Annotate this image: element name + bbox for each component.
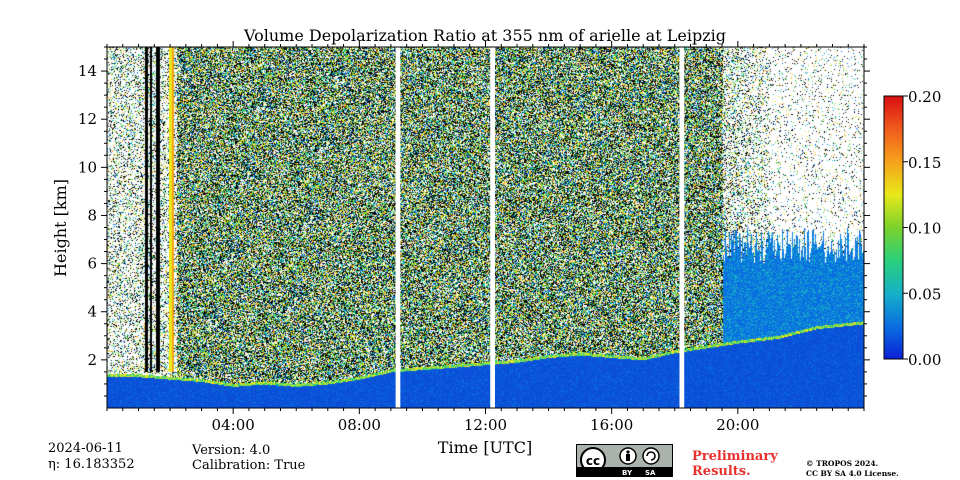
by-label: BY [622,469,633,477]
measurement-date: 2024-06-11 [48,441,123,456]
copyright-notice: © TROPOS 2024. CC BY SA 4.0 License. [806,459,899,479]
x-tick-label: 08:00 [338,416,381,434]
plot-area [106,46,865,409]
y-axis: 2 4 6 8 10 12 14 [78,46,870,397]
y-tick-label: 8 [87,206,97,224]
copyright-line-2: CC BY SA 4.0 License. [806,469,899,478]
x-tick-label: 20:00 [716,416,759,434]
colorbar-tick-label: 0.10 [908,220,941,238]
x-axis-label: Time [UTC] [438,438,532,457]
data-gap [490,47,495,408]
x-axis: 04:00 08:00 12:00 16:00 20:00 [106,41,865,434]
preliminary-notice: Preliminary Results. [692,449,778,479]
x-tick-label: 04:00 [212,416,255,434]
colorbar-tick-label: 0.00 [908,351,941,369]
y-tick-label: 10 [78,158,97,176]
sa-label: SA [645,469,656,477]
preliminary-line-1: Preliminary [692,449,778,464]
preliminary-line-2: Results. [692,464,751,479]
colorbar-gradient [883,95,904,360]
x-tick-label: 16:00 [590,416,633,434]
y-tick-label: 6 [87,255,97,273]
colorbar-tick-label: 0.15 [908,154,941,172]
colorbar-tick-label: 0.05 [908,285,941,303]
x-tick-label: 12:00 [464,416,507,434]
colorbar-tick-label: 0.20 [908,88,941,106]
y-tick-label: 4 [87,303,97,321]
y-tick-label: 12 [78,110,97,128]
y-tick-label: 14 [78,62,97,80]
cc-license-badge: cc BY SA [576,444,673,477]
eta-value: η: 16.183352 [48,457,135,472]
version-label: Version: 4.0 [192,443,271,458]
colorbar: 0.00 0.05 0.10 0.15 0.20 [883,88,941,369]
data-gap [395,47,401,408]
y-tick-label: 2 [87,351,97,369]
share-alike-icon [642,447,660,465]
calibration-label: Calibration: True [192,458,306,473]
data-gap [679,47,685,408]
copyright-line-1: © TROPOS 2024. [806,459,879,468]
data-gaps [395,47,685,408]
y-axis-label: Height [km] [51,179,70,277]
chart-title: Volume Depolarization Ratio at 355 nm of… [243,26,726,45]
cc-logo-text: cc [586,454,600,468]
depolarization-heatmap [107,47,864,408]
